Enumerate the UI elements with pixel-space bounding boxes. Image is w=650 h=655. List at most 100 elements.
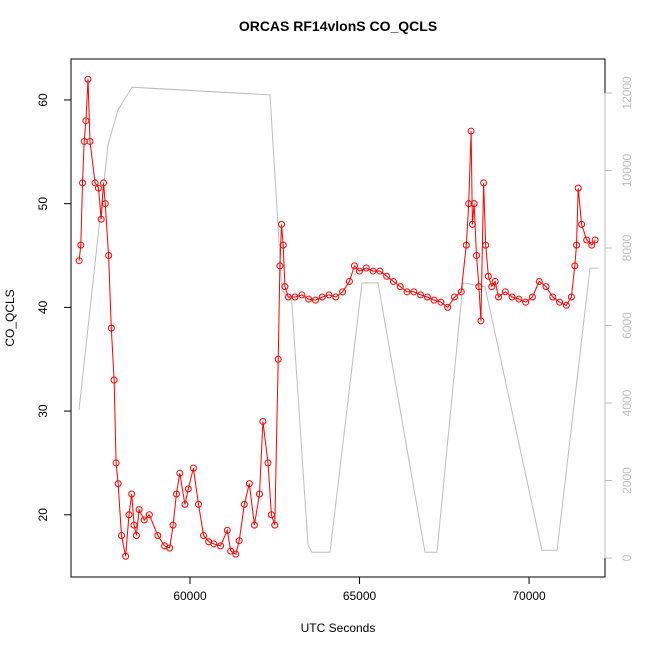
- data-point: [132, 532, 140, 540]
- data-point: [189, 464, 197, 472]
- data-point: [383, 272, 391, 280]
- data-point: [528, 293, 536, 301]
- data-point: [477, 317, 485, 325]
- data-point: [256, 490, 264, 498]
- chart-title: ORCAS RF14vlonS CO_QCLS: [239, 18, 437, 34]
- data-point: [549, 293, 557, 301]
- data-point: [574, 184, 582, 192]
- y2-tick-label: 4000: [620, 389, 634, 416]
- data-point: [240, 500, 248, 508]
- data-point: [114, 480, 122, 488]
- y-tick-label: 20: [36, 508, 50, 522]
- data-point: [437, 298, 445, 306]
- data-point: [86, 137, 94, 145]
- data-point: [430, 296, 438, 304]
- data-point: [444, 303, 452, 311]
- data-point: [515, 295, 523, 303]
- y2-tick-label: 6000: [620, 312, 634, 339]
- data-point: [245, 480, 253, 488]
- data-point: [235, 537, 243, 545]
- data-point: [389, 277, 397, 285]
- data-point: [223, 526, 231, 534]
- data-point: [345, 277, 353, 285]
- data-point: [508, 293, 516, 301]
- data-point: [480, 179, 488, 187]
- data-point: [470, 200, 478, 208]
- data-point: [475, 283, 483, 291]
- data-point: [350, 262, 358, 270]
- data-point: [457, 288, 465, 296]
- data-point: [325, 291, 333, 299]
- y-tick-label: 40: [36, 300, 50, 314]
- data-point: [562, 301, 570, 309]
- data-point: [112, 459, 120, 467]
- data-point: [467, 127, 475, 135]
- x-axis-label: UTC Seconds: [301, 621, 376, 635]
- data-point: [250, 521, 258, 529]
- data-point: [284, 293, 292, 301]
- data-point: [410, 288, 418, 296]
- data-point: [110, 376, 118, 384]
- data-point: [332, 293, 340, 301]
- data-point: [94, 184, 102, 192]
- data-point: [82, 117, 90, 125]
- y2-tick-label: 2000: [620, 467, 634, 494]
- data-point: [274, 355, 282, 363]
- data-point: [281, 283, 289, 291]
- data-point: [75, 257, 83, 265]
- data-point: [128, 490, 136, 498]
- data-point: [462, 241, 470, 249]
- data-point: [571, 262, 579, 270]
- data-point: [591, 236, 599, 244]
- data-point: [501, 288, 509, 296]
- y-tick-label: 30: [36, 404, 50, 418]
- data-point: [305, 295, 313, 303]
- data-point: [376, 267, 384, 275]
- y-tick-label: 60: [36, 93, 50, 107]
- data-point: [140, 516, 148, 524]
- data-point: [154, 532, 162, 540]
- data-point: [181, 500, 189, 508]
- data-point: [491, 277, 499, 285]
- data-point: [298, 291, 306, 299]
- series-line: [78, 79, 596, 557]
- data-point: [396, 283, 404, 291]
- data-point: [271, 521, 279, 529]
- data-point: [276, 262, 284, 270]
- data-point: [232, 550, 240, 558]
- data-point: [482, 241, 490, 249]
- data-point: [172, 490, 180, 498]
- data-point: [311, 296, 319, 304]
- y2-tick-label: 10000: [620, 153, 634, 187]
- y2-tick-label: 0: [620, 554, 634, 561]
- data-point: [264, 459, 272, 467]
- data-point: [362, 264, 370, 272]
- data-point: [578, 220, 586, 228]
- plot-box: [70, 58, 606, 578]
- data-point: [169, 521, 177, 529]
- y-axis-label: CO_QCLS: [3, 289, 17, 346]
- data-point: [495, 293, 503, 301]
- data-point: [194, 500, 202, 508]
- data-point: [417, 291, 425, 299]
- data-point: [130, 521, 138, 529]
- data-point: [488, 283, 496, 291]
- data-point: [176, 469, 184, 477]
- data-point: [101, 200, 109, 208]
- data-point: [135, 506, 143, 514]
- data-point: [210, 540, 218, 548]
- data-point: [100, 179, 108, 187]
- data-point: [484, 272, 492, 280]
- data-point: [200, 532, 208, 540]
- data-point: [77, 241, 85, 249]
- data-point: [267, 511, 275, 519]
- series-line: [78, 86, 598, 553]
- y-tick-label: 50: [36, 197, 50, 211]
- x-tick-label: 70000: [512, 589, 546, 603]
- data-point: [166, 544, 174, 552]
- data-point: [403, 288, 411, 296]
- data-point: [227, 547, 235, 555]
- data-point: [91, 179, 99, 187]
- y2-tick-label: 8000: [620, 234, 634, 261]
